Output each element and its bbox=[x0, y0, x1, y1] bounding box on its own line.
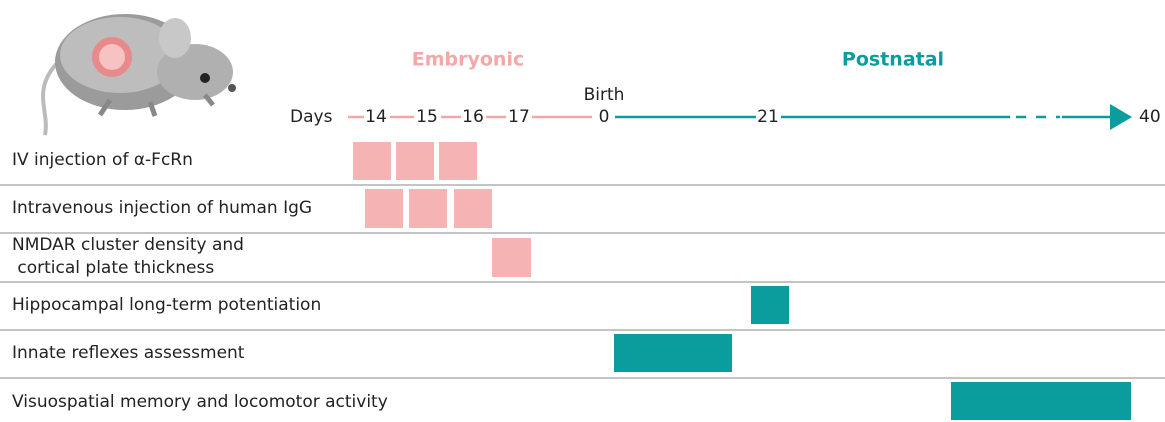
tick-label: 15 bbox=[416, 107, 438, 127]
timeline-diagram: Embryonic Postnatal Birth Days 14 15 16 … bbox=[0, 0, 1165, 422]
tick-label: 0 bbox=[599, 107, 610, 127]
tick-label: 17 bbox=[508, 107, 530, 127]
birth-label: Birth bbox=[584, 85, 625, 105]
row-label: IV injection of α-FcRn bbox=[12, 150, 193, 170]
tick-label: 40 bbox=[1139, 107, 1161, 127]
row-label: cortical plate thickness bbox=[12, 258, 214, 278]
tick-label: 14 bbox=[365, 107, 387, 127]
phase-label: Postnatal bbox=[842, 49, 944, 71]
axis-label: Days bbox=[290, 107, 333, 127]
row-label: Visuospatial memory and locomotor activi… bbox=[12, 392, 388, 412]
row-label: NMDAR cluster density and bbox=[12, 235, 244, 255]
row-label: Intravenous injection of human IgG bbox=[12, 198, 312, 218]
row-label: Innate reflexes assessment bbox=[12, 343, 245, 363]
row-label: Hippocampal long-term potentiation bbox=[12, 295, 321, 315]
tick-label: 16 bbox=[462, 107, 484, 127]
phase-label: Embryonic bbox=[412, 49, 525, 71]
tick-label: 21 bbox=[757, 107, 779, 127]
mouse-illustration bbox=[43, 14, 236, 135]
